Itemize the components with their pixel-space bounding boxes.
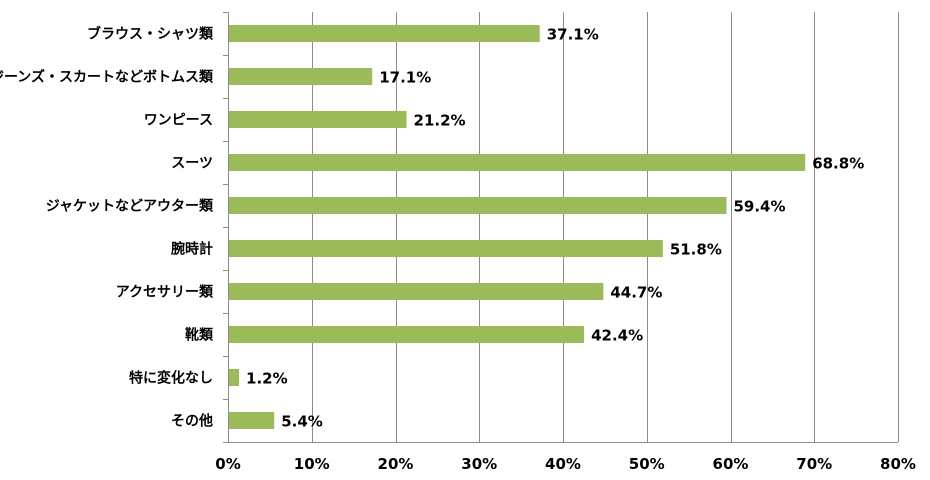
x-tick-labels: 0% 10% 20% 30% 40% 50% 60% 70% 80%: [215, 455, 916, 473]
data-label: 42.4%: [591, 327, 643, 345]
category-label: ジャケットなどアウター類: [46, 199, 214, 215]
data-label: 68.8%: [812, 155, 864, 173]
data-label: 21.2%: [414, 112, 466, 130]
data-label: 44.7%: [610, 284, 662, 302]
bar: [229, 369, 240, 386]
bar: [229, 283, 604, 300]
x-tick-label: 20%: [378, 455, 414, 473]
bar: [229, 68, 373, 85]
category-label: 腕時計: [171, 241, 213, 258]
category-label: その他: [171, 413, 213, 430]
category-label: ワンピース: [144, 113, 213, 129]
category-labels: ブラウス・シャツ類ジーンズ・スカートなどボトムス類ワンピーススーツジャケットなど…: [0, 26, 214, 430]
data-label: 51.8%: [670, 241, 722, 259]
category-label: ブラウス・シャツ類: [87, 26, 214, 43]
data-label: 5.4%: [281, 413, 323, 431]
bar: [229, 240, 663, 257]
x-tick-label: 50%: [629, 455, 665, 473]
category-label: スーツ: [171, 156, 213, 172]
x-tick-label: 30%: [461, 455, 497, 473]
x-tick-label: 10%: [294, 455, 330, 473]
bars: [229, 25, 806, 429]
data-label: 59.4%: [733, 198, 785, 216]
x-tick-label: 40%: [545, 455, 581, 473]
x-tick-label: 70%: [796, 455, 832, 473]
x-tick-label: 80%: [880, 455, 916, 473]
data-label: 1.2%: [246, 370, 288, 388]
bar: [229, 326, 585, 343]
bar: [229, 25, 540, 42]
x-tick-label: 60%: [713, 455, 749, 473]
data-label: 37.1%: [547, 26, 599, 44]
data-label: 17.1%: [379, 69, 431, 87]
bar: [229, 412, 275, 429]
category-label: ジーンズ・スカートなどボトムス類: [0, 69, 214, 86]
category-label: アクセサリー類: [116, 285, 214, 301]
data-labels: 37.1% 17.1% 21.2% 68.8% 59.4% 51.8% 44.7% 42.4%…: [246, 26, 864, 431]
category-label: 特に変化なし: [129, 370, 213, 387]
bar: [229, 111, 407, 128]
category-label: 靴類: [185, 327, 214, 344]
bar: [229, 197, 727, 214]
x-tick-label: 0%: [215, 455, 240, 473]
bar: [229, 154, 806, 171]
